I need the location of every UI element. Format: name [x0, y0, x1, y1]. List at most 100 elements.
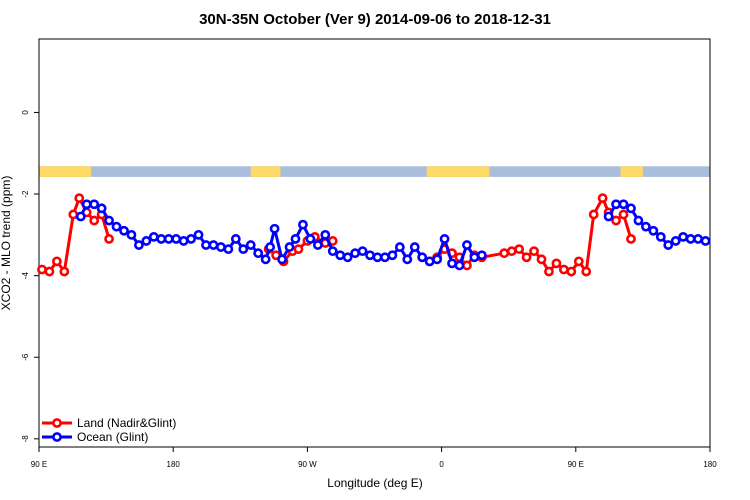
data-point [693, 234, 703, 244]
strip-land-segment [39, 166, 84, 177]
y-tick-label: -6 [21, 353, 30, 361]
data-point [357, 246, 368, 257]
legend: Land (Nadir&Glint) Ocean (Glint) [42, 416, 176, 444]
data-point [223, 244, 234, 255]
x-tick-label: 0 [439, 460, 444, 469]
data-point [514, 244, 525, 255]
data-point [700, 236, 711, 246]
data-point [670, 236, 681, 246]
data-point [462, 260, 472, 271]
data-point [320, 229, 331, 240]
data-point [640, 221, 651, 232]
data-point [186, 234, 196, 244]
x-tick-label: 90 E [568, 460, 584, 469]
data-point [573, 256, 584, 267]
data-point [618, 209, 629, 220]
data-point [201, 240, 211, 250]
data-point [253, 248, 264, 259]
data-point [104, 234, 114, 244]
data-point [148, 231, 159, 242]
data-point [365, 250, 375, 261]
data-point [394, 242, 405, 252]
chart-title: 30N-35N October (Ver 9) 2014-09-06 to 20… [199, 11, 551, 28]
data-point [208, 240, 219, 250]
data-point [648, 225, 659, 236]
legend-ocean-marker [52, 432, 62, 442]
data-point [74, 193, 85, 204]
data-point [327, 246, 338, 257]
data-point [68, 209, 79, 220]
data-point [111, 221, 122, 232]
strip-land-segment [250, 166, 281, 177]
legend-item-land: Land (Nadir&Glint) [42, 416, 176, 430]
x-axis-label: Longitude (deg E) [327, 476, 422, 490]
data-point [89, 215, 100, 226]
data-point [655, 231, 666, 242]
data-point [89, 199, 100, 210]
data-point [216, 242, 226, 252]
data-point [59, 266, 70, 277]
y-tick-label: -2 [21, 190, 30, 198]
y-tick-label: -8 [21, 435, 30, 443]
data-point [75, 211, 86, 222]
legend-land-marker [52, 418, 62, 428]
data-point [284, 242, 295, 252]
data-point [626, 203, 636, 214]
data-point [618, 199, 629, 210]
data-point [178, 236, 189, 246]
data-point [469, 252, 480, 263]
data-point [432, 254, 443, 265]
data-point [597, 193, 608, 204]
data-point [119, 225, 129, 236]
data-point [305, 234, 316, 244]
data-point [134, 240, 144, 250]
data-point [536, 254, 547, 265]
y-axis: 0 -2 -4 -6 -8 [21, 110, 39, 443]
data-point [409, 242, 420, 252]
data-point [506, 246, 517, 257]
data-point [265, 242, 276, 252]
legend-item-ocean: Ocean (Glint) [42, 430, 148, 444]
strip-land-segment [71, 166, 84, 177]
data-point [380, 252, 390, 263]
data-point [141, 236, 152, 246]
data-point [499, 248, 510, 259]
data-point [37, 264, 47, 275]
data-point [335, 250, 346, 261]
x-axis: 90 E 180 90 W 0 90 E 180 [31, 447, 717, 469]
data-point [260, 254, 271, 265]
data-point [387, 250, 398, 261]
data-point [293, 244, 304, 255]
data-point [245, 240, 256, 250]
data-point [611, 215, 621, 226]
data-point [269, 223, 280, 234]
data-point [417, 252, 428, 263]
data-point [581, 266, 592, 277]
data-point [402, 254, 413, 265]
data-point [298, 219, 308, 230]
data-point [104, 215, 114, 226]
data-point [96, 203, 107, 214]
data-point [44, 266, 55, 277]
x-tick-label: 180 [703, 460, 717, 469]
data-point [603, 211, 614, 222]
land-ocean-strip [39, 166, 710, 177]
x-tick-label: 180 [167, 460, 181, 469]
legend-ocean-label: Ocean (Glint) [77, 430, 148, 444]
series-layer [37, 193, 711, 277]
data-point [558, 264, 569, 275]
data-point [551, 258, 562, 269]
data-point [447, 258, 457, 269]
data-point [663, 240, 674, 250]
data-point [230, 234, 241, 244]
y-tick-label: -4 [21, 272, 30, 280]
data-point [566, 266, 577, 277]
y-tick-label: 0 [21, 110, 30, 115]
data-point [238, 244, 249, 255]
data-point [521, 252, 532, 263]
plot-frame [38, 38, 711, 448]
data-point [678, 231, 689, 242]
data-point [81, 199, 92, 210]
x-tick-label: 90 E [31, 460, 47, 469]
data-point [439, 234, 450, 244]
